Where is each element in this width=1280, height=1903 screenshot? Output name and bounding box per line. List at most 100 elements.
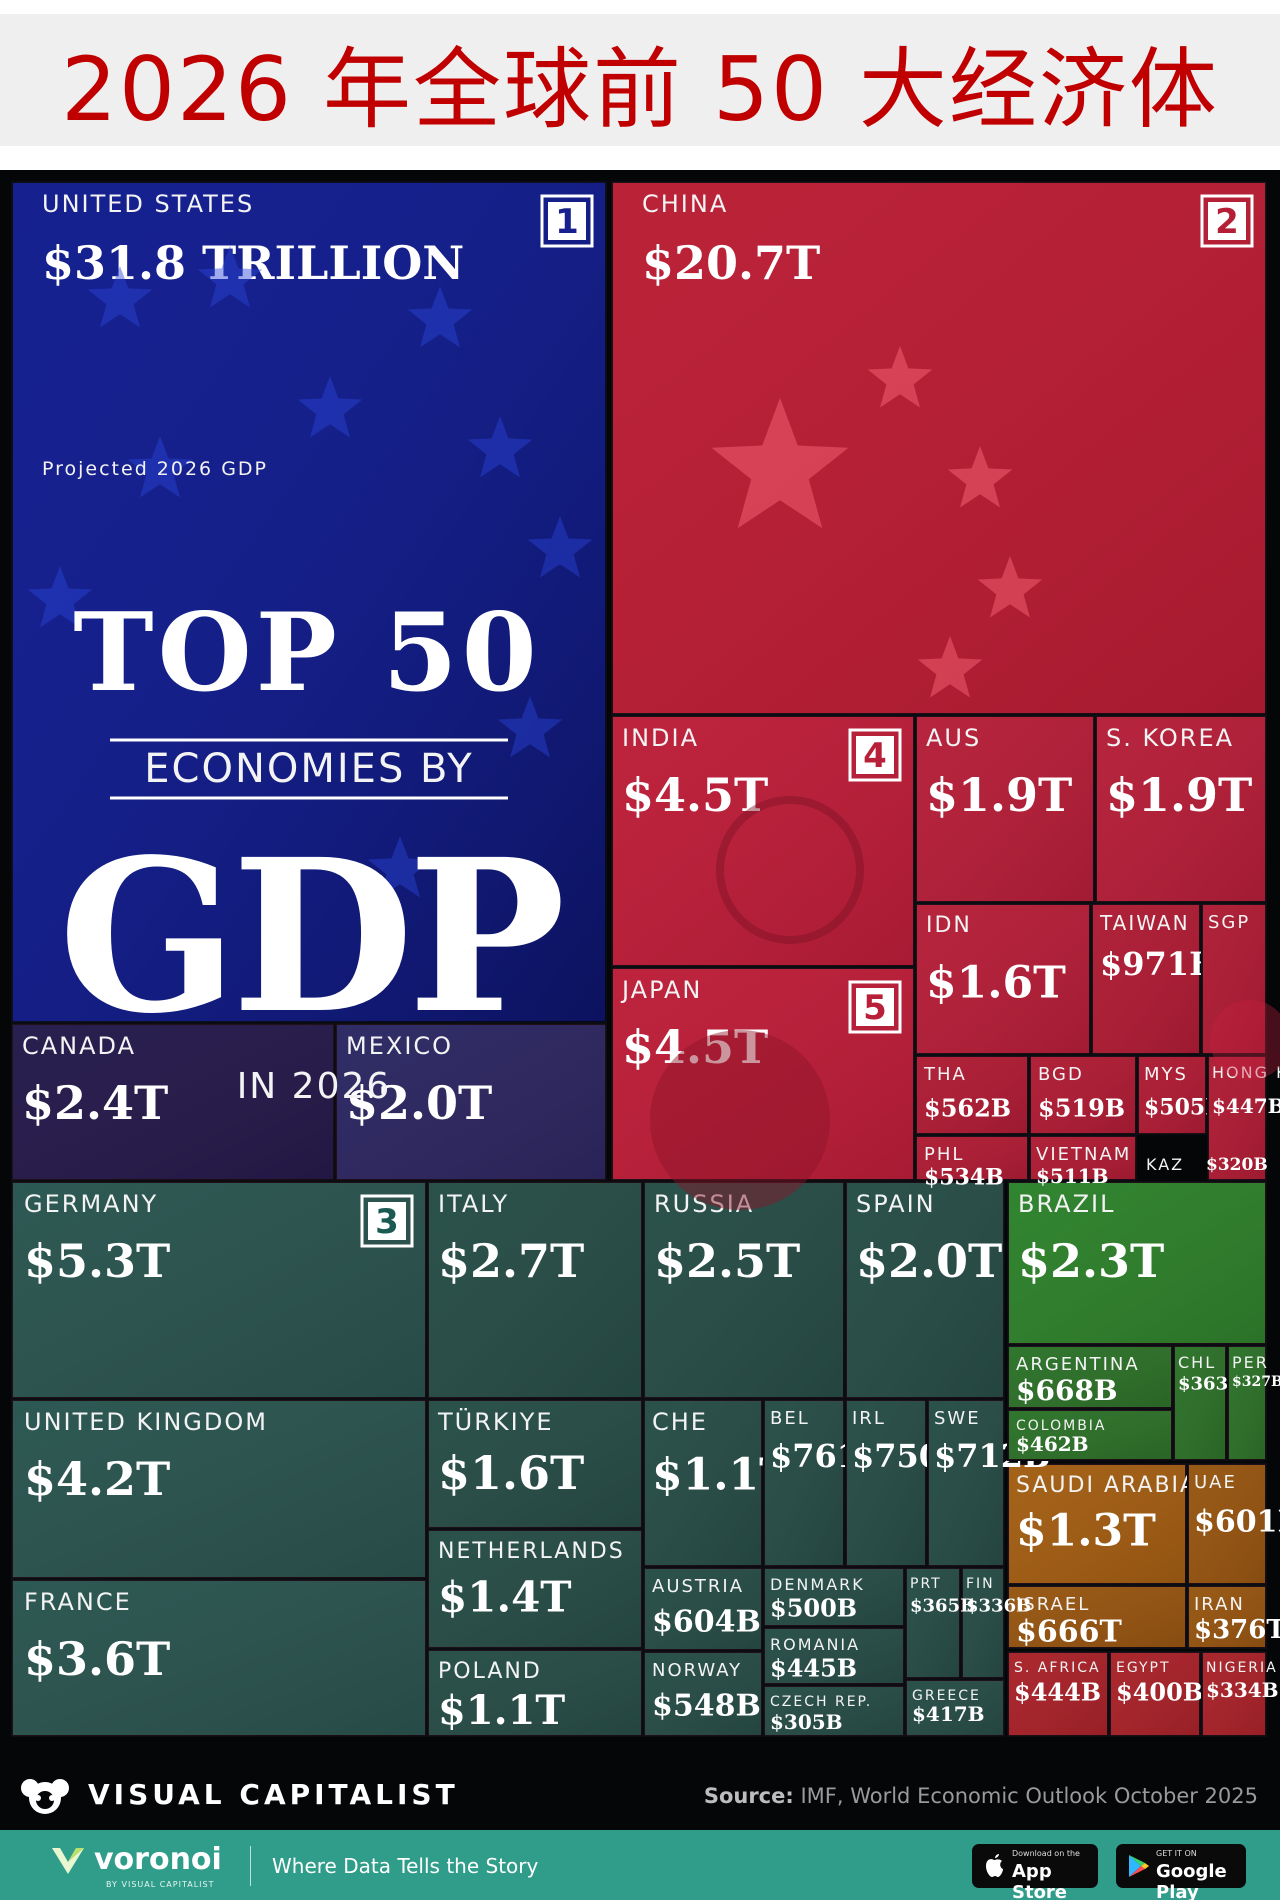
tile-country-ir: IRAN [1194, 1594, 1245, 1615]
tile-pe: PER $327B [1227, 1345, 1280, 1461]
google-play-small: GET IT ON [1156, 1849, 1197, 1858]
tile-tw: TAIWAN $971B [1091, 903, 1216, 1055]
tile-shade-ar [1008, 1346, 1172, 1408]
tile-th: THA $562B [915, 1055, 1029, 1135]
voronoi-brand[interactable]: voronoi [94, 1842, 222, 1877]
tile-fi: FIN $336B [961, 1567, 1031, 1679]
tile-country-tw: TAIWAN [1099, 911, 1190, 935]
tile-shade-eg [1110, 1652, 1200, 1736]
us-flag-star-1 [197, 246, 263, 308]
tile-mx: MEXICO $2.0T [335, 1023, 607, 1181]
rank-badge-fill-in [856, 736, 894, 774]
tile-value-ph: $534B [924, 1165, 1004, 1191]
tile-value-kz: $320B [1206, 1155, 1268, 1175]
tile-shade-ir [1188, 1586, 1266, 1648]
hero-top-50: TOP 50 [73, 590, 541, 716]
tile-au: AUS $1.9T [915, 715, 1095, 903]
tile-country-br: BRAZIL [1018, 1190, 1115, 1218]
tile-value-gr: $417B [912, 1702, 985, 1726]
rank-badge-fill-cn [1208, 202, 1246, 240]
tile-shade-gr [906, 1680, 1004, 1736]
tile-gr: GREECE$417B [905, 1679, 1005, 1737]
tile-shade-be [764, 1400, 844, 1566]
app-store-small: Download on the [1012, 1849, 1080, 1858]
tile-nl: NETHERLANDS $1.4T [427, 1529, 643, 1649]
tile-country-cl: CHL [1178, 1353, 1216, 1372]
tile-shade-ie [846, 1400, 926, 1566]
visual-capitalist-brand: VISUAL CAPITALIST [88, 1778, 459, 1811]
tile-country-jp: JAPAN [620, 976, 702, 1004]
tile-country-fr: FRANCE [24, 1588, 132, 1616]
tile-shade-tr [428, 1400, 642, 1528]
app-store-button[interactable]: Download on the App Store [972, 1844, 1098, 1903]
tile-country-che: CHE [652, 1408, 708, 1436]
tile-shade-fi [962, 1568, 1004, 1678]
tile-country-idn: IDN [926, 913, 972, 938]
tile-country-au: AUS [926, 724, 981, 752]
tile-value-mx: $2.0T [346, 1076, 492, 1130]
source-label: Source: [703, 1784, 794, 1808]
tile-value-bd: $519B [1038, 1093, 1125, 1122]
tile-jp: JAPAN $4.5T 5 [611, 967, 915, 1181]
tile-country-gr: GREECE [912, 1688, 981, 1704]
tile-dk: DENMARK$500B [763, 1567, 905, 1627]
tile-shade-za [1008, 1652, 1108, 1736]
tile-shade-no [644, 1652, 762, 1736]
china-flag-star-1 [867, 346, 933, 408]
tile-se: SWE$712B [927, 1399, 1050, 1567]
tile-value-eg: $400B [1116, 1677, 1203, 1706]
tile-vn: VIETNAM$511B [1029, 1135, 1137, 1188]
tile-shade-bd [1030, 1056, 1136, 1134]
tile-value-au: $1.9T [926, 768, 1072, 822]
us-flag-star-6 [527, 516, 593, 578]
tile-country-de: GERMANY [24, 1190, 158, 1218]
tile-ae: UAE $601B [1187, 1463, 1280, 1585]
rank-badge-us [540, 194, 594, 248]
tile-bd: BGD $519B [1029, 1055, 1137, 1135]
tile-kz: KAZ $320B [1146, 1155, 1268, 1175]
tile-in: INDIA $4.5T 4 [611, 715, 915, 967]
google-play-label: Google Play [1156, 1861, 1227, 1903]
tile-shade-kr [1096, 716, 1266, 902]
tile-value-fi: $336B [966, 1595, 1031, 1616]
tile-value-pt: $365B [910, 1595, 975, 1616]
us-flag-star-9 [367, 836, 433, 898]
app-store-label: App Store [1012, 1861, 1068, 1903]
hero-economies-by: ECONOMIES BY [144, 746, 473, 792]
tile-shade-ng [1202, 1652, 1266, 1736]
tile-country-dk: DENMARK [770, 1575, 865, 1594]
tile-shade-pe [1228, 1346, 1266, 1460]
tile-che: CHE$1.1T [643, 1399, 792, 1567]
tile-shade-cz [764, 1686, 904, 1736]
tile-shade-br [1008, 1182, 1266, 1344]
google-play-button[interactable]: GET IT ON Google Play [1116, 1844, 1246, 1903]
tile-es: SPAIN $2.0T [845, 1181, 1005, 1399]
tile-country-us: UNITED STATES [42, 190, 254, 218]
china-flag-star-3 [977, 556, 1043, 618]
tile-value-us: $31.8 TRILLION [42, 236, 464, 290]
tile-value-kr: $1.9T [1106, 768, 1252, 822]
tile-value-ng: $334B [1206, 1678, 1279, 1702]
tile-value-de: $5.3T [24, 1234, 170, 1288]
tile-shade-co [1008, 1410, 1172, 1460]
tile-value-dk: $500B [770, 1593, 857, 1622]
tile-shade-au [916, 716, 1094, 902]
tile-country-tr: TÜRKIYE [437, 1407, 554, 1436]
rank-badge-fill-jp [856, 988, 894, 1026]
gdp-treemap: UNITED STATES $31.8 TRILLION 1 CHINA $20.7T 2… [11, 181, 1280, 1737]
tile-shade-sg [1202, 904, 1266, 1054]
tile-value-il: $666T [1016, 1615, 1122, 1650]
tile-value-co: $462B [1016, 1432, 1089, 1456]
tile-shade-pl [428, 1650, 642, 1736]
tile-value-nl: $1.4T [438, 1573, 572, 1622]
tile-country-no: NORWAY [652, 1660, 742, 1681]
tile-country-pt: PRT [910, 1576, 942, 1592]
title-banner: 2026 年全球前 50 大经济体 [0, 14, 1280, 146]
tile-shade-ca [12, 1024, 334, 1180]
tile-shade-ph [916, 1136, 1028, 1180]
china-flag-star-2 [947, 446, 1013, 508]
tile-country-bd: BGD [1038, 1064, 1084, 1085]
tile-value-tw: $971B [1100, 945, 1216, 983]
tile-ru: RUSSIA $2.5T [643, 1181, 845, 1399]
tile-country-vn: VIETNAM [1036, 1144, 1131, 1165]
